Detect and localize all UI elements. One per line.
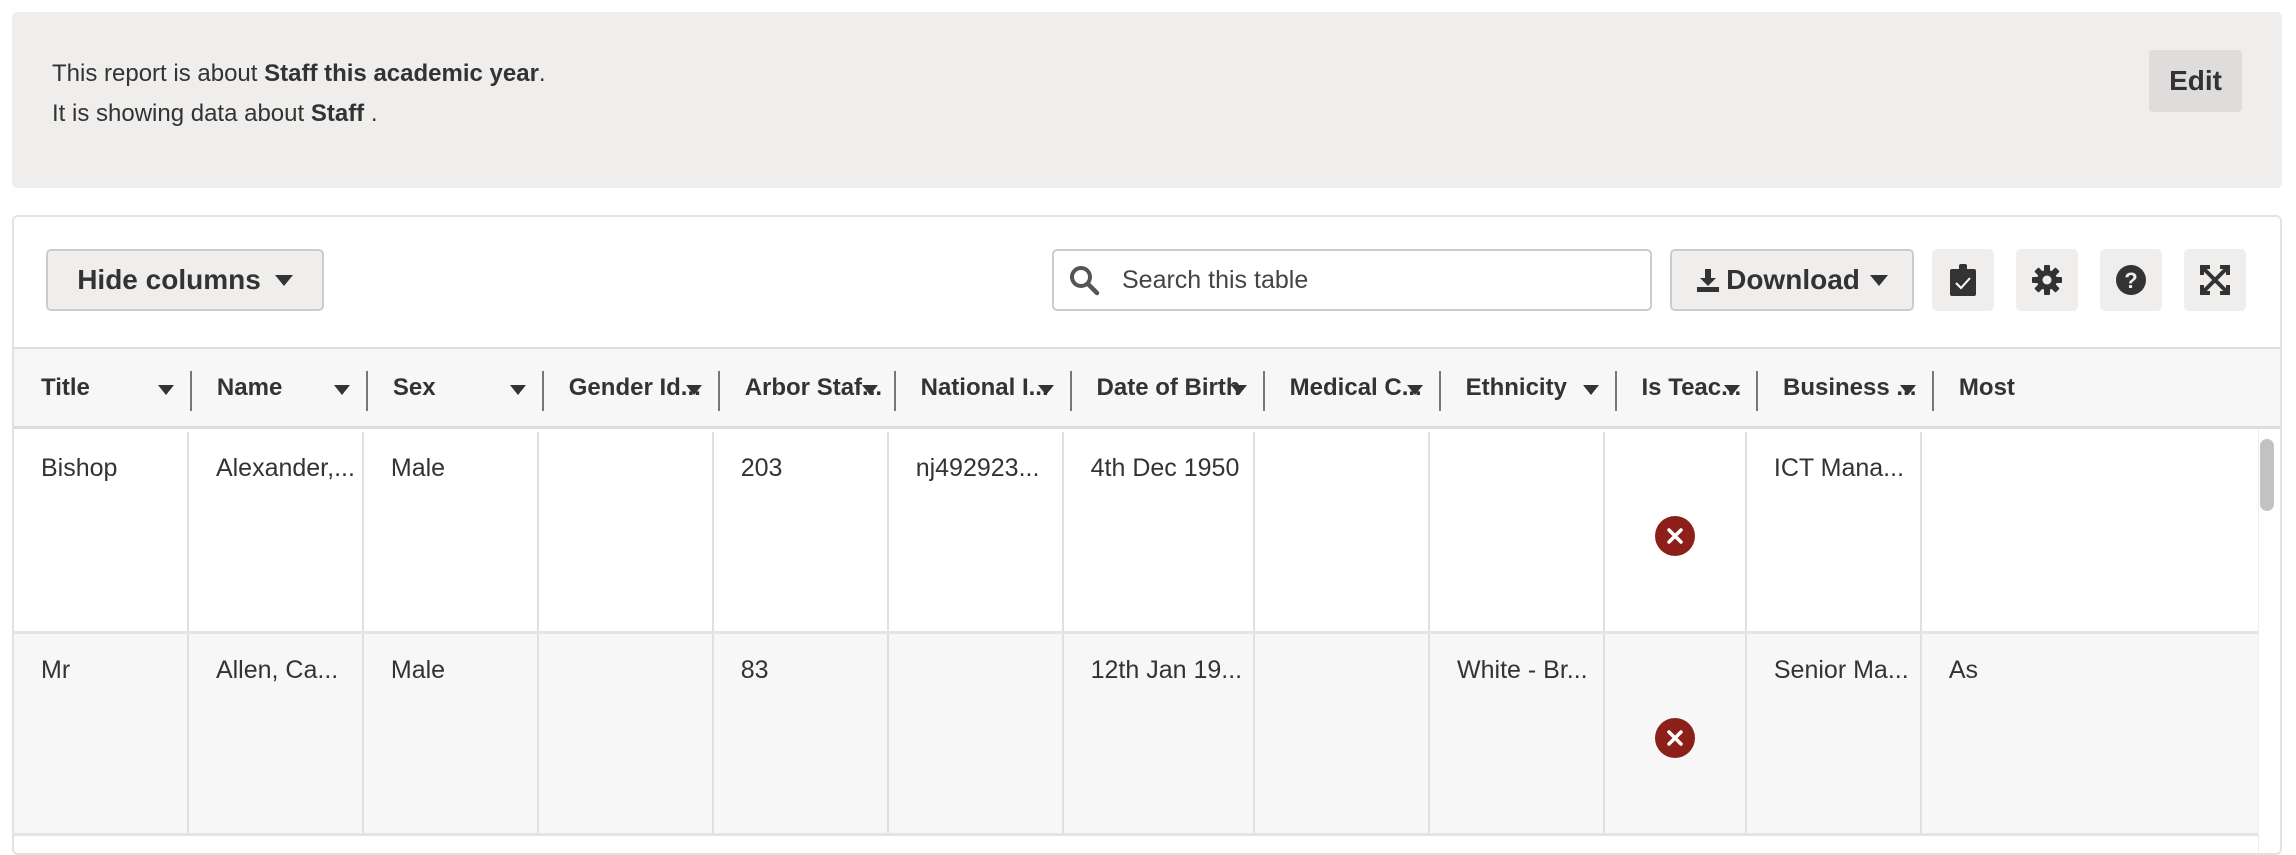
table-cell xyxy=(1255,432,1431,631)
column-header[interactable]: Gender Id... xyxy=(541,349,718,426)
table-cell xyxy=(1605,432,1747,631)
sort-dropdown-icon[interactable] xyxy=(1899,385,1916,395)
column-header-label: Most xyxy=(1958,373,2015,401)
table-cell: Male xyxy=(364,432,539,631)
table-cell: Allen, Ca... xyxy=(189,634,364,833)
table-cell: White - Br... xyxy=(1430,634,1605,833)
search-icon xyxy=(1070,266,1100,296)
column-header-label: Medical C... xyxy=(1289,373,1422,401)
sort-dropdown-icon[interactable] xyxy=(157,385,174,395)
settings-button[interactable] xyxy=(2016,249,2078,311)
column-header[interactable]: Business ... xyxy=(1756,349,1932,426)
column-header[interactable]: Most xyxy=(1931,349,2280,426)
table-cell: Male xyxy=(364,634,539,833)
column-header-label: Date of Birth xyxy=(1096,373,1241,401)
table-cell: Mr xyxy=(14,634,189,833)
sort-dropdown-icon[interactable] xyxy=(1582,385,1599,395)
table-cell: Alexander,... xyxy=(189,432,364,631)
hide-columns-button[interactable]: Hide columns xyxy=(46,249,324,311)
table-cell xyxy=(539,634,714,833)
column-header-label: Business ... xyxy=(1783,373,1917,401)
sort-dropdown-icon[interactable] xyxy=(1724,385,1740,395)
column-header-label: National I... xyxy=(920,373,1049,401)
table-cell: 83 xyxy=(714,634,889,833)
search-input[interactable] xyxy=(1122,265,1642,295)
column-header[interactable]: Date of Birth xyxy=(1069,349,1263,426)
report-table-card: Hide columns Download ? Title Name Sex Gend… xyxy=(12,215,2282,855)
table-cell xyxy=(1255,634,1431,833)
cross-circle-icon xyxy=(1654,718,1695,758)
table-cell: Bishop xyxy=(14,432,189,631)
fullscreen-button[interactable] xyxy=(2184,249,2246,311)
table-cell xyxy=(889,634,1064,833)
column-header-label: Arbor Staf... xyxy=(744,373,883,401)
sort-dropdown-icon[interactable] xyxy=(509,385,526,395)
table-cell: Senior Ma... xyxy=(1747,634,1922,833)
table-cell: nj492923... xyxy=(889,432,1064,631)
column-header[interactable]: Arbor Staf... xyxy=(717,349,894,426)
gear-icon xyxy=(2032,265,2062,295)
table-row[interactable]: Bishop Alexander,... Male 203 nj492923... 4th… xyxy=(14,432,2262,634)
table-cell: As xyxy=(1922,634,2262,833)
chevron-down-icon xyxy=(1869,274,1888,286)
report-info-panel: This report is about Staff this academic… xyxy=(12,12,2282,188)
column-header[interactable]: Is Teac... xyxy=(1614,349,1756,426)
table-cell xyxy=(1605,634,1747,833)
help-button[interactable]: ? xyxy=(2100,249,2162,311)
report-about-line: This report is about Staff this academic… xyxy=(52,60,546,87)
expand-icon xyxy=(2200,265,2230,295)
table-header: Title Name Sex Gender Id... Arbor Staf... Nat… xyxy=(14,347,2280,429)
search-box[interactable] xyxy=(1052,249,1652,311)
table-cell: 203 xyxy=(714,432,889,631)
table-cell xyxy=(1922,432,2262,631)
edit-button[interactable]: Edit xyxy=(2149,50,2242,112)
table-toolbar: Hide columns Download ? xyxy=(14,217,2280,347)
table-row[interactable]: Mr Allen, Ca... Male 83 12th Jan 19... White … xyxy=(14,634,2262,836)
column-header[interactable]: Name xyxy=(189,349,366,426)
column-header[interactable]: National I... xyxy=(893,349,1070,426)
column-header-label: Gender Id... xyxy=(568,373,701,401)
table-cell xyxy=(1430,432,1605,631)
sort-dropdown-icon[interactable] xyxy=(685,385,702,395)
sort-dropdown-icon[interactable] xyxy=(861,385,878,395)
table-cell xyxy=(539,432,714,631)
clipboard-check-button[interactable] xyxy=(1932,249,1994,311)
table-cell: 12th Jan 19... xyxy=(1064,634,1256,833)
column-header[interactable]: Sex xyxy=(365,349,542,426)
column-header-label: Name xyxy=(216,373,283,401)
sort-dropdown-icon[interactable] xyxy=(333,385,350,395)
help-icon: ? xyxy=(2116,265,2146,295)
sort-dropdown-icon[interactable] xyxy=(1037,385,1054,395)
clipboard-check-icon xyxy=(1950,264,1976,296)
column-header-label: Sex xyxy=(392,373,436,401)
vertical-scrollbar[interactable] xyxy=(2260,439,2274,511)
sort-dropdown-icon[interactable] xyxy=(1230,385,1247,395)
download-icon xyxy=(1697,269,1720,292)
column-header-label: Title xyxy=(41,373,90,401)
table-cell: 4th Dec 1950 xyxy=(1064,432,1256,631)
download-button[interactable]: Download xyxy=(1670,249,1914,311)
cross-circle-icon xyxy=(1654,516,1695,556)
report-data-line: It is showing data about Staff . xyxy=(52,100,378,127)
svg-text:?: ? xyxy=(2124,268,2137,293)
table-cell: ICT Mana... xyxy=(1747,432,1922,631)
column-header[interactable]: Title xyxy=(14,349,190,426)
column-header-label: Ethnicity xyxy=(1465,373,1567,401)
column-header[interactable]: Medical C... xyxy=(1262,349,1439,426)
chevron-down-icon xyxy=(274,274,293,286)
scrollbar-track[interactable] xyxy=(2258,429,2280,853)
sort-dropdown-icon[interactable] xyxy=(1406,385,1423,395)
column-header[interactable]: Ethnicity xyxy=(1438,349,1615,426)
